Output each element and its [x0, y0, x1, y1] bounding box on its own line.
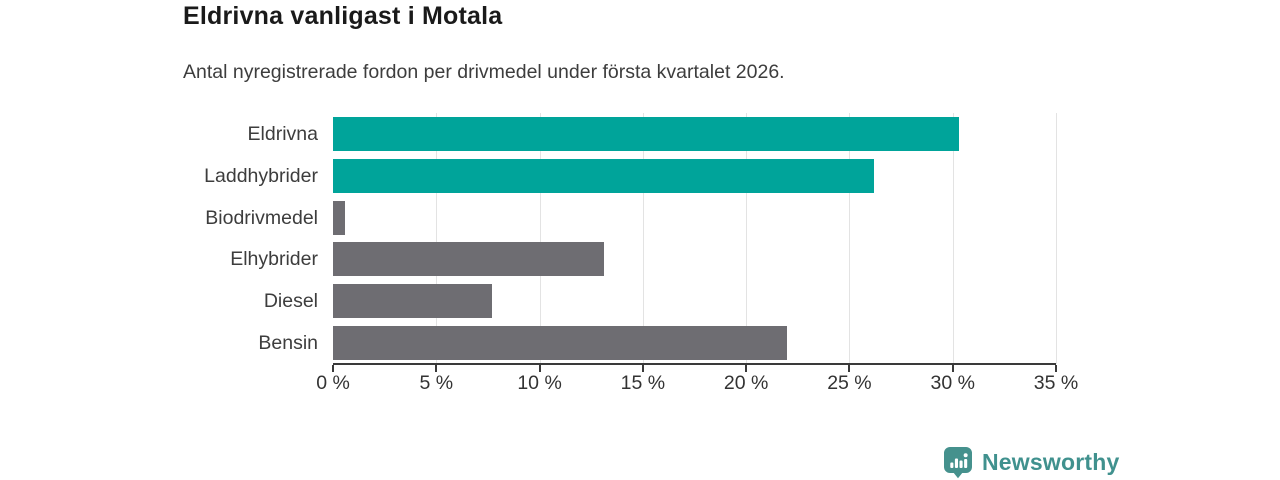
- gridline: [849, 113, 851, 364]
- chart-subtitle: Antal nyregistrerade fordon per drivmede…: [183, 61, 785, 83]
- x-axis-tick: [745, 365, 748, 372]
- x-axis-tick: [641, 365, 644, 372]
- bar-laddhybrider: [333, 158, 875, 193]
- x-axis-tick-label: 20 %: [723, 372, 769, 394]
- x-axis-tick-label: 25 %: [827, 372, 872, 394]
- newsworthy-wordmark: Newsworthy: [982, 448, 1120, 475]
- bar-diesel: [333, 284, 493, 319]
- x-axis-line: [332, 363, 1057, 373]
- x-axis-tick-label: 0 %: [316, 372, 350, 394]
- x-axis-tick: [1055, 365, 1057, 372]
- x-axis-tick-labels: 0 % 5 % 10 % 15 % 20 % 25 % 30 % 35 %: [316, 372, 1078, 398]
- x-axis-tick-label: 15 %: [620, 372, 666, 394]
- bar-elhybrider: [333, 242, 604, 277]
- plot-area: [333, 113, 1057, 364]
- chart-title: Eldrivna vanligast i Motala: [183, 2, 503, 30]
- category-label: Laddhybrider: [204, 164, 318, 187]
- category-label: Bensin: [258, 332, 318, 355]
- x-axis-tick: [332, 365, 334, 372]
- gridline: [539, 113, 541, 364]
- bar-eldrivna: [333, 116, 959, 151]
- bar-bensin: [333, 326, 788, 361]
- x-axis-tick: [435, 365, 438, 372]
- category-label: Eldrivna: [247, 122, 318, 145]
- x-axis-tick: [538, 365, 541, 372]
- category-axis-labels: Eldrivna Laddhybrider Biodrivmedel Elhybrid…: [140, 113, 318, 364]
- newsworthy-barchart-pin-icon: [944, 446, 972, 478]
- gridline: [746, 113, 748, 364]
- gridline: [436, 113, 438, 364]
- gridline: [952, 113, 954, 364]
- bar-biodrivmedel: [333, 200, 346, 235]
- x-axis-tick-label: 30 %: [930, 372, 975, 394]
- category-label: Diesel: [263, 290, 318, 313]
- category-label: Elhybrider: [230, 248, 318, 271]
- gridline: [642, 113, 644, 364]
- gridline: [1056, 113, 1057, 364]
- x-axis-tick-label: 10 %: [517, 372, 562, 394]
- bar-series: [333, 113, 1056, 364]
- x-axis-tick-label: 35 %: [1033, 372, 1079, 394]
- newsworthy-branding: Newsworthy: [943, 445, 1119, 479]
- x-axis-tick: [848, 365, 851, 372]
- x-axis-tick-label: 5 %: [419, 372, 454, 394]
- x-axis-tick: [951, 365, 954, 372]
- category-label: Biodrivmedel: [205, 206, 318, 229]
